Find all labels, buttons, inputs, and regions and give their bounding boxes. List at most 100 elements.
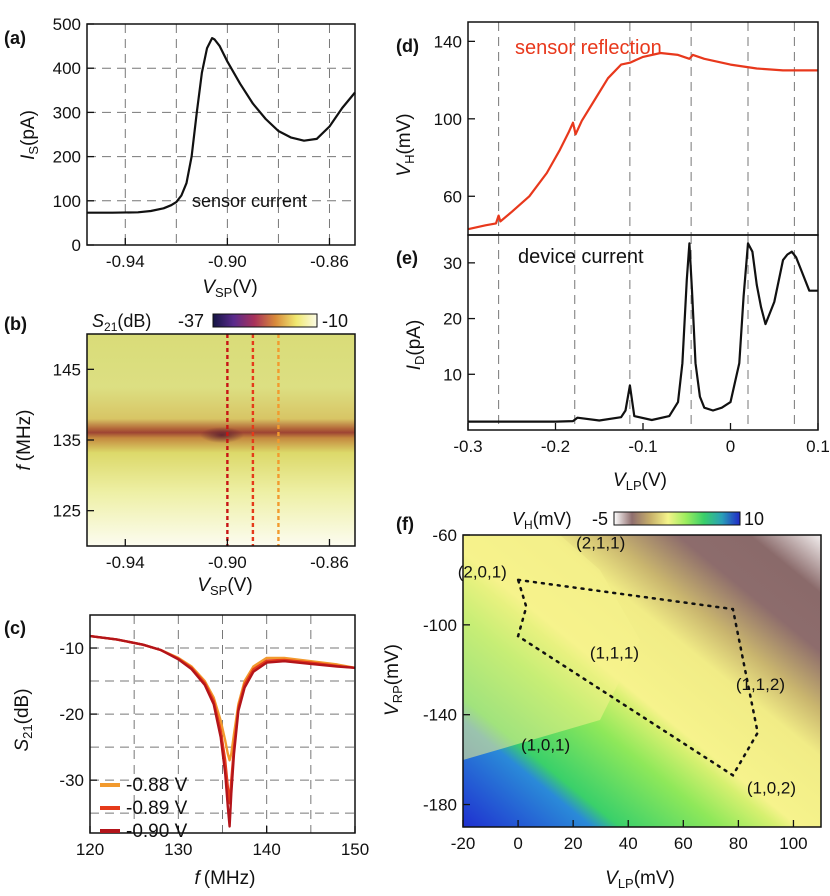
ytick-label-c-0: -30 (59, 771, 84, 790)
ytick-label-f-1: -100 (423, 616, 457, 635)
panel-a-ylabel-main: I (18, 154, 39, 160)
panel-e-ylabel: ID(pA) (404, 320, 427, 371)
ytick-label-c-1: -20 (59, 705, 84, 724)
ytick-label-b-0: 125 (53, 502, 81, 521)
panel-c-label: (c) (4, 618, 26, 638)
panel-b-colorbar-label: S21(dB) (92, 311, 151, 334)
xtick-label-f-2: 20 (564, 834, 583, 853)
xtick-label-e-4: 0.1 (806, 437, 830, 456)
colorbar-f (613, 511, 741, 526)
xtick-label-c-3: 150 (341, 840, 369, 859)
panel-e-series (468, 242, 818, 423)
xtick-label-f-3: 40 (619, 834, 638, 853)
xtick-label-f-0: -20 (451, 834, 476, 853)
panel-e-xlabel: VLP(V) (613, 470, 667, 493)
panel-c-ticks: 120 130 140 150 -30 -20 -10 (59, 639, 369, 859)
panel-a-series (87, 36, 356, 214)
ytick-label-e-2: 30 (443, 254, 462, 273)
xtick-label-b-0: -0.94 (106, 553, 145, 572)
panel-f-charge-states: (2,1,1) (2,0,1) (1,1,1) (1,1,2) (1,0,1) (1,0,… (458, 533, 796, 797)
panel-a-ylabel-sub: S (26, 146, 41, 155)
panel-b-markers (226, 334, 280, 546)
colorbar-b-label-unit: (dB) (117, 311, 151, 331)
panel-e-label: (e) (396, 248, 418, 268)
ytick-label-e-1: 20 (443, 310, 462, 329)
xtick-label-b-2: -0.86 (310, 553, 349, 572)
panel-f-ticks: -20 0 20 40 60 80 100 -60 -100 -140 -180 (423, 526, 808, 853)
ytick-label-d-0: 60 (443, 187, 462, 206)
panel-a-xlabel-unit: (V) (232, 277, 257, 298)
panel-f-xlabel: VLP(mV) (605, 868, 675, 891)
panel-f-xlabel-main: V (605, 868, 620, 889)
panel-f-ylabel: VRP(mV) (382, 644, 405, 716)
panel-d-ylabel: VH(mV) (394, 113, 417, 176)
ytick-label-a-5: 500 (53, 15, 81, 34)
panel-d-label: (d) (396, 36, 419, 56)
panel-a-ylabel: IS(pA) (18, 110, 41, 160)
charge-state-3: (1,1,2) (736, 675, 785, 694)
colorbar-f-label-main: V (512, 509, 526, 529)
colorbar-b-min: -37 (178, 311, 204, 331)
colorbar-f-min: -5 (592, 509, 608, 529)
panel-b-xlabel-unit: (V) (227, 575, 252, 596)
panel-f-xlabel-sub: LP (618, 876, 634, 891)
colorbar-f-label-unit: (mV) (533, 509, 572, 529)
panel-f-yellow-band (463, 535, 640, 760)
colorbar-b-max: -10 (322, 311, 348, 331)
colorbar-b (212, 313, 318, 328)
legend-label-0: -0.88 V (126, 775, 188, 796)
panel-e-frame (467, 234, 819, 431)
panel-f-colorbar-label: VH(mV) (512, 509, 572, 532)
panel-b-xlabel-main: V (197, 575, 212, 596)
ytick-label-f-2: -140 (423, 706, 457, 725)
xtick-label-e-2: -0.1 (628, 437, 657, 456)
panel-b-label: (b) (4, 314, 27, 334)
xtick-label-f-6: 100 (779, 834, 807, 853)
ytick-label-f-0: -60 (432, 526, 457, 545)
panel-c-ylabel-sub: 21 (20, 724, 35, 738)
xtick-label-f-1: 0 (513, 834, 522, 853)
panel-b-ylabel-main: f (14, 463, 35, 470)
panel-b: -0.94 -0.90 -0.86 125 135 145 (b) S21(dB) -37… (4, 311, 356, 598)
xtick-label-f-5: 80 (729, 834, 748, 853)
panel-c-ylabel: S21(dB) (12, 688, 35, 751)
xtick-label-c-0: 120 (76, 840, 104, 859)
panel-e-xlabel-sub: LP (626, 478, 642, 493)
xtick-label-a-2: -0.86 (310, 252, 349, 271)
panel-a-ticks: -0.94 -0.90 -0.86 0 100 200 300 400 500 (53, 15, 349, 271)
panel-b-xlabel-sub: SP (210, 583, 227, 598)
ytick-label-e-0: 10 (443, 365, 462, 384)
panel-f-frame (462, 534, 822, 828)
panel-d: 60 100 140 (d) sensor reflection VH(mV) (394, 21, 819, 236)
panel-f-ylabel-main: V (382, 701, 403, 716)
panel-a-xlabel-main: V (202, 277, 217, 298)
panel-d-ticks: 60 100 140 (434, 32, 475, 206)
colorbar-b-label-main: S (92, 311, 104, 331)
ytick-label-a-2: 200 (53, 148, 81, 167)
xtick-label-a-1: -0.90 (208, 252, 247, 271)
ytick-label-a-0: 0 (72, 236, 81, 255)
panel-c-xlabel: f (MHz) (195, 868, 256, 889)
panel-a-xlabel-sub: SP (215, 285, 232, 300)
panel-c-frame (89, 614, 356, 834)
xtick-label-f-4: 60 (674, 834, 693, 853)
panel-a-annotation: sensor current (192, 191, 307, 211)
xtick-label-c-1: 130 (164, 840, 192, 859)
ytick-label-f-3: -180 (423, 796, 457, 815)
charge-state-2: (1,1,1) (590, 644, 639, 663)
ytick-label-a-3: 300 (53, 103, 81, 122)
panel-e-ylabel-unit: (pA) (404, 320, 425, 356)
ytick-label-b-1: 135 (53, 431, 81, 450)
panel-c-legend: -0.88 V -0.89 V -0.90 V (100, 775, 188, 842)
panel-c-xlabel-main: f (195, 868, 202, 889)
panel-e-ylabel-sub: D (412, 356, 427, 365)
colorbar-f-label-sub: H (524, 518, 533, 532)
charge-state-4: (1,0,1) (521, 736, 570, 755)
panel-d-ylabel-main: V (394, 162, 415, 177)
panel-c-series (89, 634, 356, 828)
panel-a-xlabel: VSP(V) (202, 277, 257, 300)
panel-e-ylabel-main: I (404, 364, 425, 370)
ytick-label-b-2: 145 (53, 360, 81, 379)
panel-b-resonance-spot (200, 427, 244, 443)
